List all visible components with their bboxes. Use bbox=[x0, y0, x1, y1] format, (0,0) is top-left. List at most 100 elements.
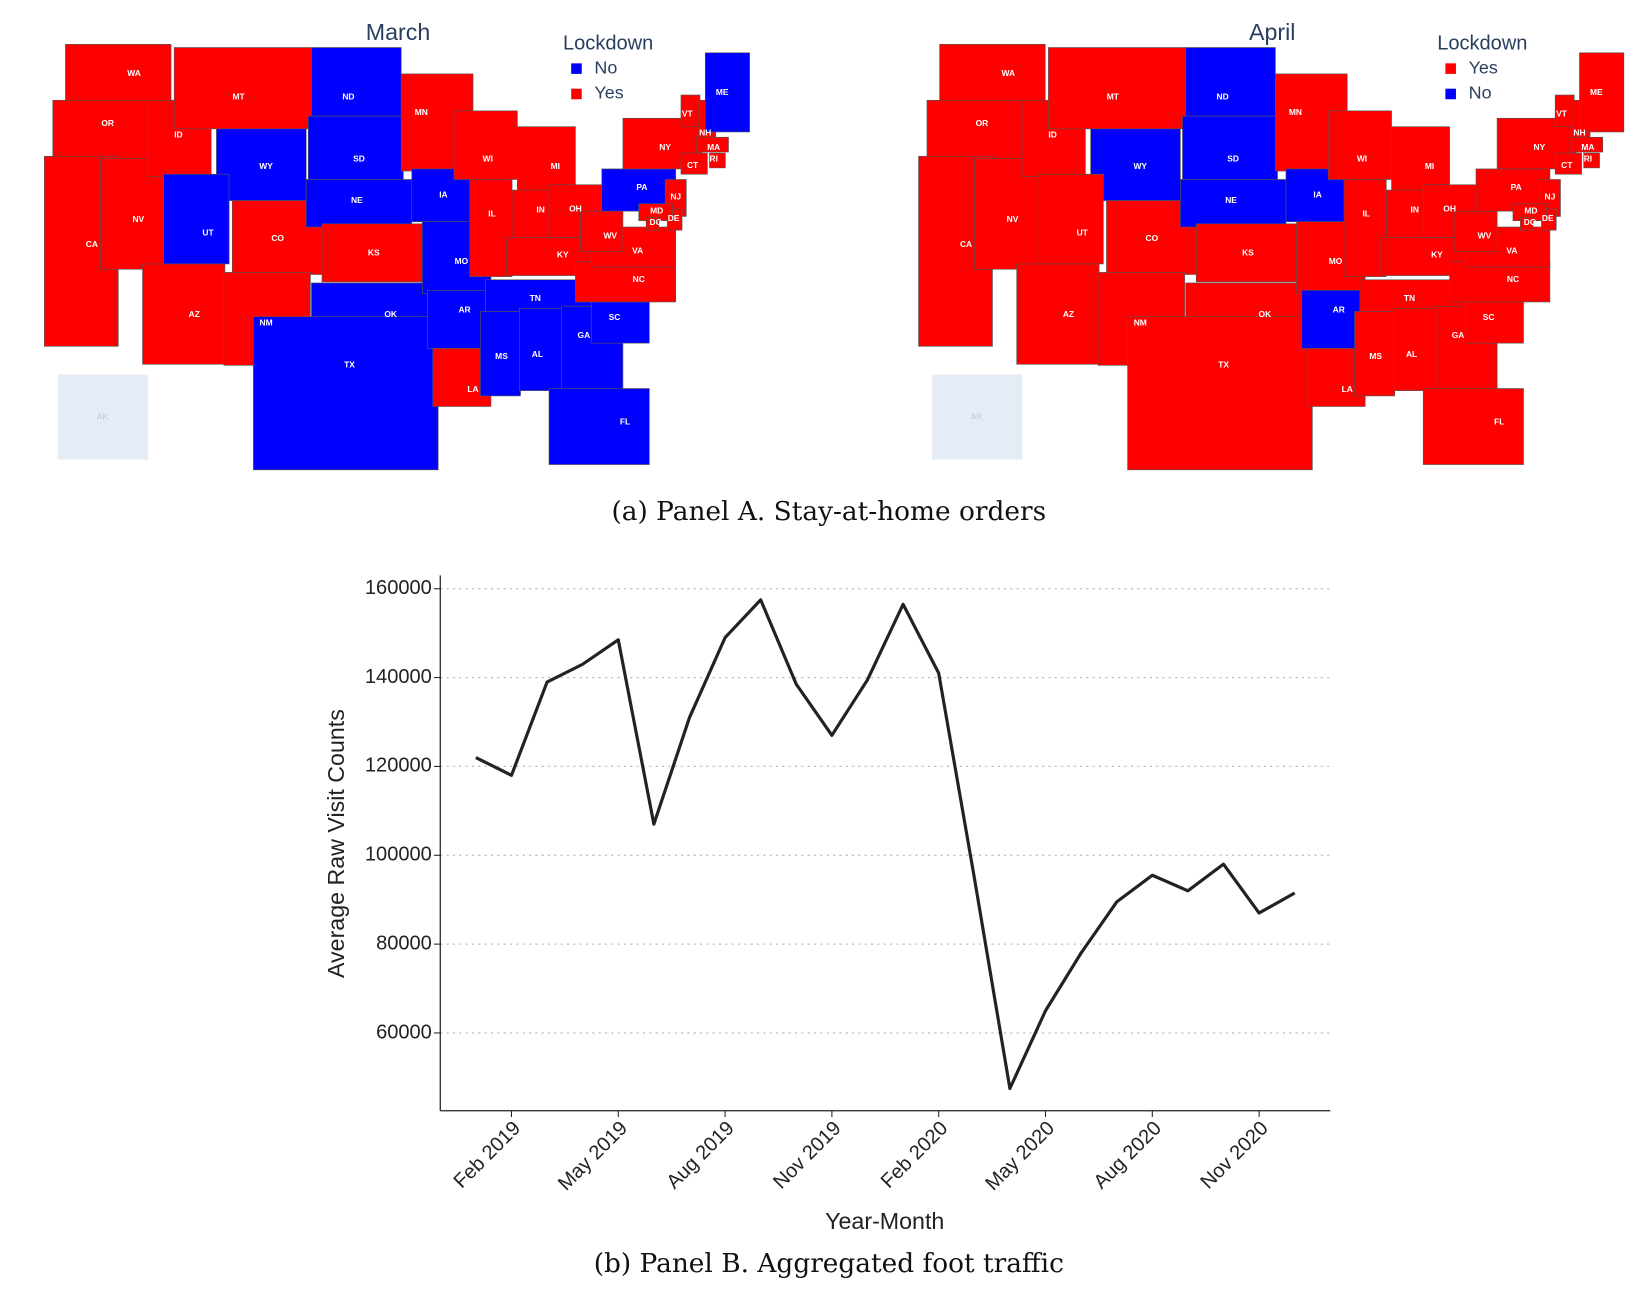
state-label: LA bbox=[467, 384, 478, 394]
state-label: DC bbox=[650, 217, 662, 227]
state-label: SC bbox=[609, 312, 621, 322]
state bbox=[1422, 388, 1524, 465]
us-map: WA OR CA NV ID MT WY UT CO AZ NM ND SD NE KS OK TX MN IA MO… bbox=[918, 19, 1625, 471]
state bbox=[321, 223, 428, 283]
state-label: DE bbox=[1542, 213, 1554, 223]
state-label: AR bbox=[1333, 305, 1345, 315]
state bbox=[1090, 128, 1181, 201]
state bbox=[1554, 152, 1582, 175]
state-label: TX bbox=[344, 360, 355, 370]
map-title: March bbox=[366, 19, 431, 45]
y-axis-title: Average Raw Visit Counts bbox=[323, 709, 349, 978]
legend-label: No bbox=[594, 57, 617, 77]
state bbox=[926, 99, 1025, 159]
state bbox=[517, 126, 576, 193]
x-tick-label: Feb 2020 bbox=[877, 1117, 952, 1192]
state-label: IL bbox=[488, 209, 495, 219]
state-label: MS bbox=[495, 351, 508, 361]
state bbox=[575, 261, 677, 303]
state-label: RI bbox=[710, 154, 718, 164]
state bbox=[548, 388, 650, 465]
state bbox=[163, 173, 230, 265]
state bbox=[1037, 173, 1104, 265]
state-label: RI bbox=[1584, 154, 1592, 164]
state-label: VA bbox=[632, 246, 643, 256]
legend-title: Lockdown bbox=[1437, 33, 1527, 55]
legend-swatch bbox=[571, 63, 582, 74]
state bbox=[1393, 307, 1439, 391]
state bbox=[709, 152, 726, 169]
state-label: ID bbox=[174, 129, 182, 139]
state bbox=[57, 374, 149, 460]
state bbox=[480, 311, 521, 397]
state-label: NV bbox=[132, 214, 144, 224]
state bbox=[65, 44, 172, 103]
state bbox=[1465, 295, 1524, 344]
state-label: OK bbox=[1259, 309, 1273, 319]
state bbox=[580, 210, 624, 252]
state-label: NH bbox=[1573, 127, 1585, 137]
state bbox=[253, 316, 439, 471]
state-label: KS bbox=[1242, 248, 1254, 258]
state bbox=[1579, 52, 1625, 133]
state-label: ND bbox=[1217, 91, 1229, 101]
state-label: KY bbox=[557, 250, 569, 260]
y-tick-label: 120000 bbox=[365, 755, 432, 777]
y-tick-label: 80000 bbox=[376, 932, 432, 954]
panel-caption: (a) Panel A. Stay-at-home orders bbox=[611, 497, 1046, 527]
state bbox=[519, 307, 565, 391]
figure-body: (a) Panel A. Stay-at-home orders (b) Pan… bbox=[44, 19, 1625, 1279]
legend-title: Lockdown bbox=[563, 33, 653, 55]
state-label: NC bbox=[1507, 274, 1519, 284]
state-label: KS bbox=[368, 248, 380, 258]
state-label: OR bbox=[101, 118, 114, 128]
state-label: MD bbox=[1524, 205, 1537, 215]
state-label: PA bbox=[1511, 182, 1522, 192]
state bbox=[307, 115, 404, 180]
state-label: ND bbox=[342, 91, 354, 101]
state-label: NY bbox=[659, 142, 671, 152]
us-map: WA OR CA NV ID MT WY UT CO AZ NM ND SD NE KS OK TX MN IA MO… bbox=[44, 19, 750, 471]
state bbox=[1570, 136, 1604, 153]
map-title: April bbox=[1249, 19, 1295, 45]
state-label: TN bbox=[1404, 293, 1415, 303]
state-label: ME bbox=[1590, 87, 1603, 97]
y-tick-label: 160000 bbox=[365, 577, 432, 599]
state-label: AZ bbox=[189, 309, 200, 319]
y-tick-label: 100000 bbox=[365, 844, 432, 866]
state-label: AK bbox=[96, 411, 109, 421]
state-label: MA bbox=[707, 142, 720, 152]
state-label: SD bbox=[1227, 154, 1239, 164]
state-label: UT bbox=[202, 228, 214, 238]
state-label: OH bbox=[1443, 203, 1456, 213]
state bbox=[453, 110, 518, 180]
legend-label: Yes bbox=[1469, 57, 1498, 77]
state-label: UT bbox=[1077, 228, 1089, 238]
state-label: FL bbox=[1494, 417, 1504, 427]
state bbox=[1449, 261, 1551, 303]
state-label: MT bbox=[233, 91, 246, 101]
state-label: AL bbox=[1406, 349, 1417, 359]
state-label: DC bbox=[1524, 217, 1536, 227]
x-tick-label: May 2020 bbox=[981, 1117, 1059, 1195]
state-label: WV bbox=[603, 231, 617, 241]
state-label: WI bbox=[1357, 154, 1367, 164]
state-label: MN bbox=[415, 107, 428, 117]
state-label: MO bbox=[455, 256, 469, 266]
state-label: CA bbox=[960, 239, 972, 249]
state bbox=[590, 295, 650, 344]
state-label: NJ bbox=[670, 192, 681, 202]
state bbox=[1016, 263, 1100, 365]
state-label: SC bbox=[1483, 312, 1495, 322]
state-label: MN bbox=[1289, 107, 1302, 117]
state-label: OR bbox=[976, 118, 989, 128]
state bbox=[1343, 179, 1387, 277]
state-label: TX bbox=[1218, 360, 1229, 370]
state bbox=[1380, 237, 1466, 276]
state-label: CO bbox=[271, 233, 284, 243]
state-label: IN bbox=[1411, 204, 1419, 214]
state bbox=[1185, 47, 1276, 117]
state-label: DE bbox=[668, 213, 680, 223]
state-label: WI bbox=[483, 154, 493, 164]
